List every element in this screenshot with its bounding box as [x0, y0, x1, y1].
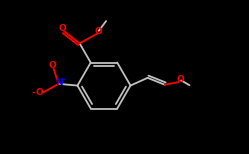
Text: O: O: [177, 75, 184, 84]
Text: O: O: [95, 27, 102, 36]
Text: O: O: [58, 24, 66, 33]
Text: O: O: [49, 61, 57, 70]
Text: N: N: [55, 79, 62, 87]
Text: +: +: [60, 77, 65, 83]
Text: O: O: [35, 88, 43, 97]
Text: -: -: [32, 88, 36, 97]
